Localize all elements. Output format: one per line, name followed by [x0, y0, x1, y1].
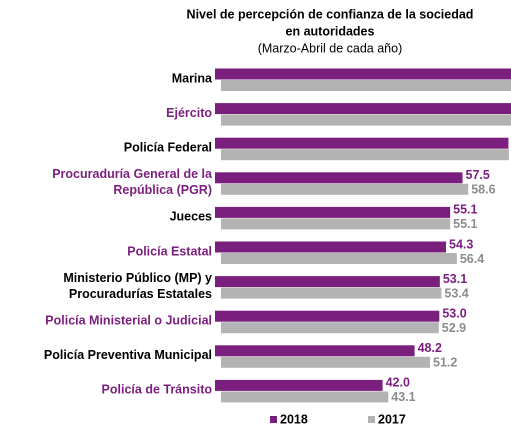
value-label: 52.9	[442, 321, 466, 335]
bar	[215, 68, 511, 80]
value-label: 53.4	[444, 286, 468, 300]
value-label: 53.1	[443, 272, 467, 286]
legend-swatch	[368, 416, 375, 423]
value-label: 56.4	[460, 252, 484, 266]
value-label: 58.6	[471, 183, 495, 197]
bar	[221, 322, 439, 334]
bar	[215, 137, 509, 149]
bar	[221, 391, 389, 403]
bar	[215, 103, 511, 115]
category-label: Ministerio Público (MP) y	[63, 271, 212, 285]
bar	[215, 276, 440, 288]
bar	[215, 310, 440, 322]
bar	[221, 183, 469, 195]
category-label: Policía Estatal	[127, 244, 212, 258]
chart-title: Nivel de percepción de confianza de la s…	[187, 7, 474, 21]
category-label: Policía Preventiva Municipal	[44, 348, 212, 362]
bar	[221, 356, 431, 368]
value-label: 43.1	[391, 390, 415, 404]
bar	[215, 345, 415, 357]
category-label: Policía Federal	[124, 140, 212, 154]
legend-swatch	[270, 416, 277, 423]
legend-label: 2018	[280, 412, 308, 426]
value-label: 51.2	[433, 356, 457, 370]
category-label: Policía de Tránsito	[102, 383, 213, 397]
category-label: Ejército	[166, 106, 212, 120]
bar	[215, 379, 383, 391]
value-label: 55.1	[453, 203, 477, 217]
category-label: República (PGR)	[113, 183, 212, 197]
legend-label: 2017	[378, 412, 406, 426]
category-label: Policía Ministerial o Judicial	[45, 313, 212, 327]
bar	[221, 114, 511, 126]
value-label: 42.0	[386, 376, 410, 390]
category-label: Jueces	[170, 210, 212, 224]
bar	[221, 253, 457, 264]
value-label: 57.5	[466, 168, 490, 182]
chart-subtitle: (Marzo-Abril de cada año)	[258, 41, 403, 55]
category-label: Procuraduría General de la	[52, 167, 213, 181]
bar	[221, 287, 442, 299]
value-label: 48.2	[418, 341, 442, 355]
chart-title: en autoridades	[286, 24, 375, 38]
value-label: 55.1	[453, 217, 477, 231]
category-label: Procuradurías Estatales	[69, 287, 212, 301]
value-label: 53.0	[442, 306, 466, 320]
bar	[215, 172, 463, 184]
bar	[221, 149, 509, 161]
bar	[221, 80, 511, 91]
bar	[221, 218, 451, 230]
category-label: Marina	[172, 71, 213, 85]
value-label: 54.3	[449, 237, 473, 251]
bar	[215, 206, 451, 218]
bar	[215, 241, 447, 253]
